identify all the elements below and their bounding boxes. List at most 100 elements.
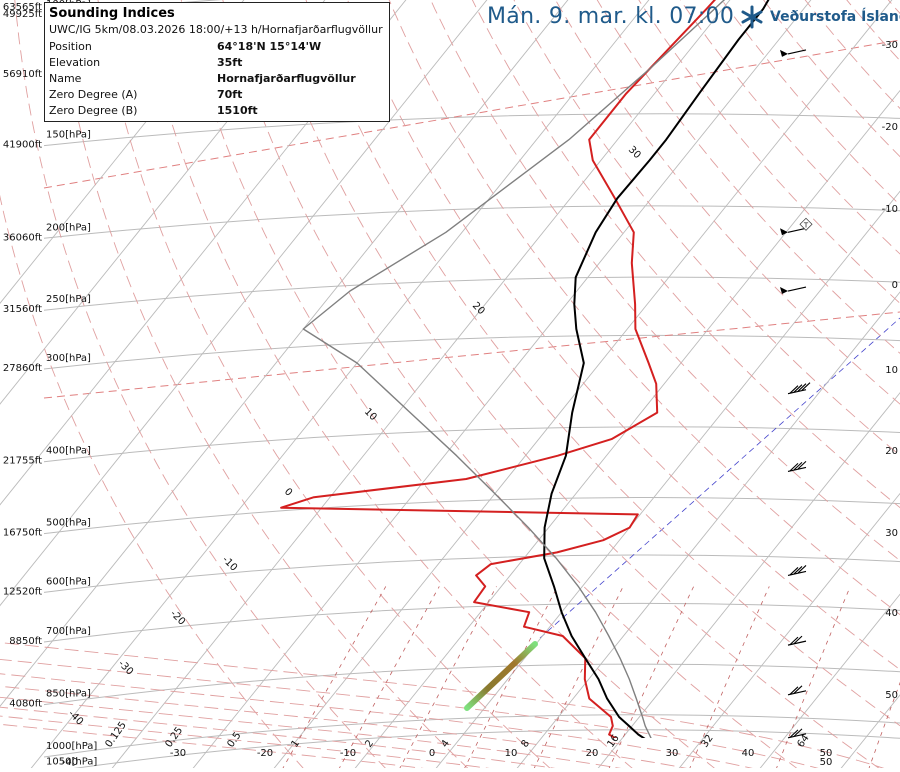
isobar-line [44,497,900,533]
dry-adiabat-line [534,0,900,768]
right-axis-temp-label: 20 [885,446,898,457]
mixing-ratio-line [339,586,440,768]
pressure-label: 500[hPa] [46,518,91,529]
info-label: Zero Degree (B) [49,103,217,119]
dry-adiabat-line [599,0,900,768]
dry-adiabat-label: -30 [116,658,135,677]
altitude-label: 4080ft [9,699,42,710]
right-axis-temp-label: 10 [885,365,898,376]
mixing-ratio-label: 1 [289,738,302,750]
info-value: Hornafjarðarflugvöllur [217,71,356,87]
pressure-label: 200[hPa] [46,222,91,233]
info-label: Elevation [49,55,217,71]
right-axis-temp-label: 30 [885,528,898,539]
isotherm-label: -20 [257,748,273,759]
mixing-ratio-label: 8 [519,738,532,750]
right-axis-temp-label: 50 [885,690,898,701]
altitude-label: 36060ft [3,232,42,243]
vedurstofa-logo: Veðurstofa Íslands [737,5,900,29]
wind-barb [788,636,806,645]
dry-adiabat-line [566,0,900,768]
isobar-line [44,664,900,704]
info-subtitle: UWC/IG 5km/08.03.2026 18:00/+13 h/Hornaf… [49,23,385,36]
wind-barb [788,461,806,471]
right-axis-temp-label: -20 [882,122,898,133]
wind-barb [788,565,806,575]
right-axis-temp-label: -30 [882,40,898,51]
isotherm-label: -10 [340,748,356,759]
info-row-name: Name Hornafjarðarflugvöllur [49,71,385,87]
moist-adiabat-line [0,232,824,768]
pressure-label: 600[hPa] [46,576,91,587]
wind-barb-staff [788,50,806,54]
isotherm-label: 30 [666,748,679,759]
temperature-profile [544,0,894,751]
isotherm-label: 40 [742,748,755,759]
pressure-label: 700[hPa] [46,626,91,637]
isotherm-label: 0 [429,748,435,759]
pressure-label: 850[hPa] [46,689,91,700]
forecast-time-title: Mán. 9. mar. kl. 07:00 [487,4,734,29]
info-value: 35ft [217,55,242,71]
dry-adiabat-line [631,0,900,768]
wind-barb-flag [780,228,788,235]
isobar-line [44,206,900,238]
altitude-label: 12520ft [3,586,42,597]
info-row-elevation: Elevation 35ft [49,55,385,71]
dry-adiabat-label: 30 [626,144,643,161]
moist-adiabat-line [0,232,694,768]
info-value: 64°18'N 15°14'W [217,39,321,55]
pressure-label: 150[hPa] [46,130,91,141]
isotherm-label: 20 [586,748,599,759]
isobar-line [44,427,900,462]
moist-adiabat-line [0,232,629,768]
isotherm-label: -40 [62,757,78,768]
right-axis-temp-label: -10 [882,204,898,215]
dry-adiabat-label: -40 [66,708,85,727]
mixing-ratio-label: 2 [363,738,376,750]
altitude-label: 31560ft [3,304,42,315]
pressure-label: 300[hPa] [46,353,91,364]
altitude-label: 27860ft [3,363,42,374]
wind-barb-staff [788,287,806,291]
info-label: Zero Degree (A) [49,87,217,103]
altitude-label: 63565ft [3,2,42,13]
wind-barb-flag [780,50,788,57]
isotherm-line [516,0,900,768]
mixing-ratio-line [399,586,497,768]
isobar-line [44,555,900,592]
altitude-label: 8850ft [9,636,42,647]
mixing-ratio-line [776,586,850,768]
isotherm-line [354,0,900,768]
pressure-label: 250[hPa] [46,294,91,305]
dry-adiabat-line [373,0,900,768]
isotherm-line [840,0,900,768]
pressure-label: 400[hPa] [46,446,91,457]
wind-barb [780,287,806,294]
altitude-label: 41900ft [3,140,42,151]
isotherm-label: 10 [505,748,518,759]
isobar-line [44,335,900,369]
moist-adiabat-lines [0,232,889,768]
tropopause-line [44,312,900,398]
wind-barb [788,686,806,695]
isotherm-line [597,0,900,768]
info-value: 70ft [217,87,242,103]
info-row-position: Position 64°18'N 15°14'W [49,39,385,55]
info-title: Sounding Indices [49,6,385,21]
mixing-ratio-label: 32 [699,733,715,750]
wind-barb [780,50,806,57]
altitude-label: 16750ft [3,528,42,539]
altitude-label: 21755ft [3,456,42,467]
isotherm-line [435,0,900,768]
dry-adiabat-label: 0 [282,486,294,498]
mixing-ratio-label: 0.25 [163,725,185,750]
right-axis-temp-label: 0 [892,280,898,291]
wind-barb [788,383,810,394]
logo-text: Veðurstofa Íslands [770,9,900,25]
info-label: Name [49,71,217,87]
info-label: Position [49,39,217,55]
info-row-zero-degree-b: Zero Degree (B) 1510ft [49,103,385,119]
wind-barb: T [780,218,812,235]
